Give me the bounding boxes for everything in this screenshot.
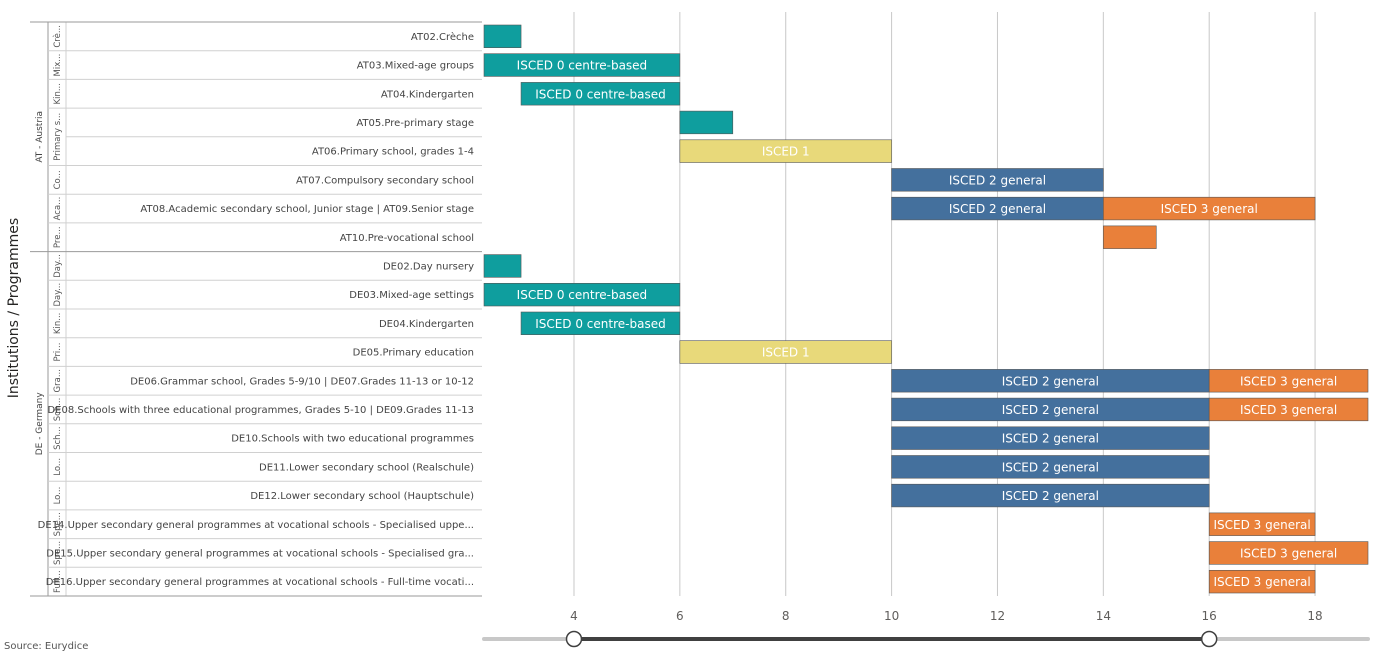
row-label: AT03.Mixed-age groups	[357, 61, 474, 72]
bar-label: ISCED 2 general	[949, 202, 1046, 216]
bar-isced0[interactable]	[483, 254, 522, 278]
slider-handle-min[interactable]	[565, 630, 583, 648]
x-tick-label: 8	[782, 609, 790, 623]
bar-isced0[interactable]	[679, 110, 734, 135]
slider-handle-max[interactable]	[1200, 630, 1218, 648]
subgroup-label: Sch...	[53, 426, 63, 450]
subgroup-label: Full...	[53, 570, 63, 593]
bar-label: ISCED 3 general	[1240, 374, 1337, 388]
bar-label: ISCED 3 general	[1214, 518, 1311, 532]
source-note: Source: Eurydice	[4, 641, 89, 652]
tick-layer: 4 6 8 10 12 14 16 18	[570, 609, 1323, 623]
subgroup-label: Lo...	[53, 458, 63, 476]
bar-label: ISCED 0 centre-based	[517, 288, 648, 302]
range-slider[interactable]	[482, 630, 1370, 648]
grid-layer	[30, 12, 1316, 597]
subgroup-label: Co...	[53, 170, 63, 189]
row-label: AT04.Kindergarten	[381, 89, 474, 100]
bar-isced3[interactable]	[1208, 369, 1369, 393]
subgroup-label: Aca...	[53, 197, 63, 221]
bar-isced2[interactable]	[891, 483, 1210, 508]
bar-isced3[interactable]	[1208, 569, 1316, 594]
bar-layer: ISCED 0 centre-based ISCED 0 centre-based…	[483, 24, 1369, 594]
row-label: AT06.Primary school, grades 1-4	[312, 147, 474, 158]
subgroup-label: Gra...	[53, 369, 63, 392]
subgroup-label: Day...	[53, 283, 63, 307]
subgroup-label: Kin...	[53, 83, 63, 104]
row-label: DE04.Kindergarten	[379, 319, 474, 330]
bar-isced2[interactable]	[891, 426, 1210, 450]
x-tick-label: 12	[990, 609, 1005, 623]
x-tick-label: 16	[1202, 609, 1217, 623]
bar-isced3[interactable]	[1103, 225, 1157, 249]
bar-label: ISCED 3 general	[1161, 202, 1258, 216]
row-label: AT07.Compulsory secondary school	[296, 175, 474, 186]
row-label: AT08.Academic secondary school, Junior s…	[140, 204, 474, 215]
bar-label: ISCED 2 general	[949, 173, 1046, 187]
bar-label: ISCED 2 general	[1002, 432, 1099, 446]
bar-isced3[interactable]	[1208, 541, 1369, 565]
bar-label: ISCED 2 general	[1002, 374, 1099, 388]
row-label: AT10.Pre-vocational school	[340, 233, 474, 244]
bar-isced1[interactable]	[679, 340, 892, 364]
bar-label: ISCED 0 centre-based	[517, 59, 648, 73]
bar-isced0[interactable]	[483, 24, 522, 49]
bar-isced0[interactable]	[520, 82, 681, 106]
bar-label: ISCED 0 centre-based	[535, 87, 666, 101]
subgroup-label: Spe...	[53, 512, 63, 536]
bar-label: ISCED 3 general	[1240, 403, 1337, 417]
bar-isced0[interactable]	[483, 282, 681, 307]
row-label: AT05.Pre-primary stage	[356, 118, 474, 129]
row-label: DE15.Upper secondary general programmes …	[46, 548, 474, 559]
group-label: DE - Germany	[35, 392, 45, 456]
row-label: DE10.Schools with two educational progra…	[231, 434, 474, 445]
subgroup-label: Day...	[53, 254, 63, 278]
x-tick-label: 18	[1307, 609, 1322, 623]
bar-label: ISCED 2 general	[1002, 403, 1099, 417]
bar-label: ISCED 1	[762, 346, 810, 360]
x-tick-label: 4	[570, 609, 578, 623]
bar-label: ISCED 3 general	[1240, 546, 1337, 560]
subgroup-label: Mix...	[53, 54, 63, 77]
subgroup-label: Kin...	[53, 313, 63, 334]
subgroup-label: Pre...	[53, 226, 63, 248]
row-label: DE03.Mixed-age settings	[349, 290, 474, 301]
row-label: DE14.Upper secondary general programmes …	[38, 520, 474, 531]
row-label: DE11.Lower secondary school (Realschule)	[259, 462, 474, 473]
bar-isced0[interactable]	[483, 53, 681, 77]
row-label: DE16.Upper secondary general programmes …	[46, 577, 474, 588]
bar-label: ISCED 1	[762, 145, 810, 159]
bar-label: ISCED 3 general	[1214, 575, 1311, 589]
row-label: DE06.Grammar school, Grades 5-9/10 | DE0…	[130, 376, 474, 387]
bar-isced0[interactable]	[520, 311, 681, 336]
subgroup-label: Spe...	[53, 541, 63, 565]
x-tick-label: 14	[1096, 609, 1111, 623]
bar-isced3[interactable]	[1103, 196, 1316, 221]
subgroup-label: Lo...	[53, 487, 63, 505]
row-label: AT02.Crèche	[411, 31, 474, 43]
row-label: DE12.Lower secondary school (Hauptschule…	[250, 491, 474, 502]
group-label: AT - Austria	[35, 111, 45, 163]
x-tick-label: 6	[676, 609, 684, 623]
bar-label: ISCED 2 general	[1002, 460, 1099, 474]
row-label: DE02.Day nursery	[383, 261, 474, 272]
subgroup-label: Sch...	[53, 398, 63, 422]
bar-isced1[interactable]	[679, 139, 892, 163]
bar-label: ISCED 0 centre-based	[535, 317, 666, 331]
x-tick-label: 10	[884, 609, 899, 623]
row-label: DE05.Primary education	[353, 348, 474, 359]
bar-isced3[interactable]	[1208, 512, 1316, 536]
bar-isced3[interactable]	[1208, 397, 1369, 422]
subgroup-label: Pri...	[53, 343, 63, 362]
subgroup-label: Crè...	[52, 25, 63, 48]
bar-label: ISCED 2 general	[1002, 489, 1099, 503]
bar-isced2[interactable]	[891, 455, 1210, 479]
row-label: DE08.Schools with three educational prog…	[47, 405, 474, 416]
subgroup-label: Primary s...	[53, 113, 63, 161]
bar-isced2[interactable]	[891, 168, 1104, 192]
label-layer: AT - Austria Crè... AT02.Crèche Mix... AT03.…	[35, 25, 474, 593]
